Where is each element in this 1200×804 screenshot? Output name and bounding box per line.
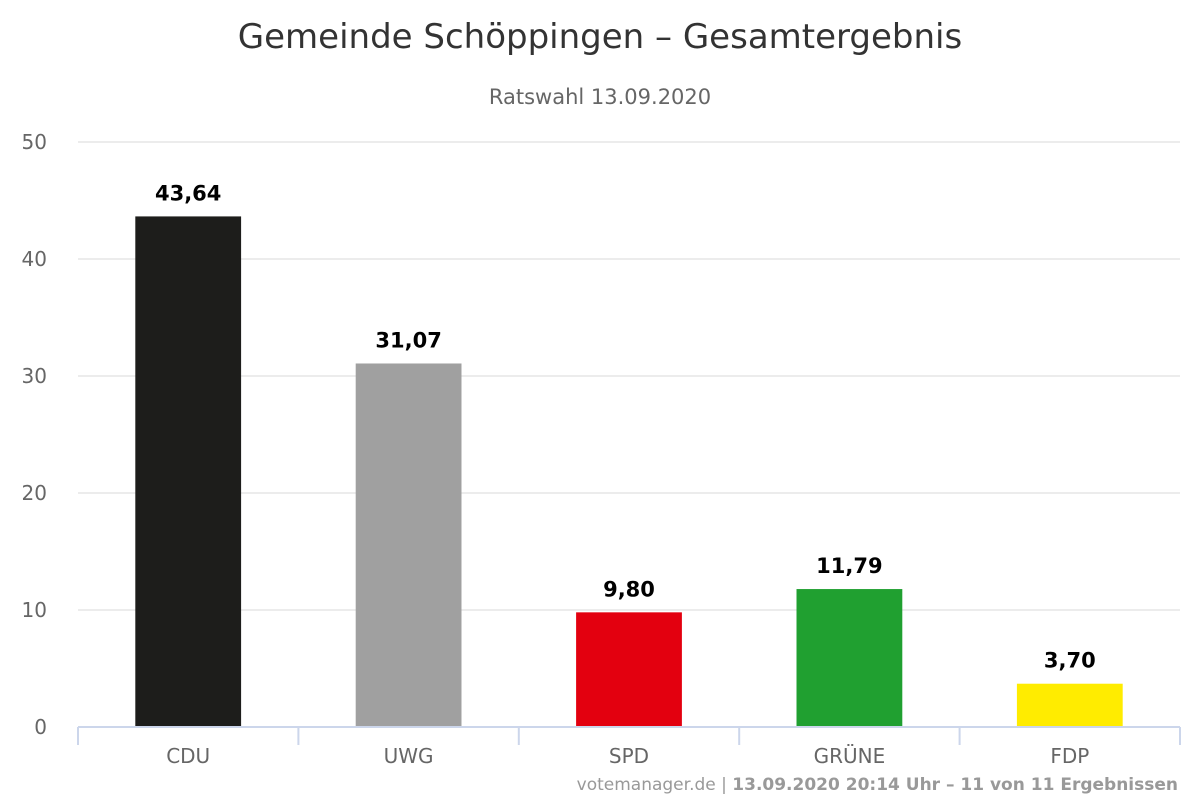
y-tick-label: 40 (22, 247, 47, 271)
data-label: 9,80 (603, 577, 655, 601)
x-tick-label: FDP (1050, 744, 1089, 768)
x-tick-label: SPD (609, 744, 649, 768)
x-tick-label: UWG (384, 744, 434, 768)
credits-separator: | (716, 775, 733, 795)
data-labels: 43,64 31,07 9,80 11,79 3,70 (155, 181, 1096, 672)
data-label: 3,70 (1044, 649, 1096, 673)
x-tick-label: CDU (166, 744, 210, 768)
chart-title: Gemeinde Schöppingen – Gesamtergebnis (238, 17, 962, 57)
data-label: 31,07 (375, 328, 441, 352)
y-tick-label: 50 (22, 130, 47, 154)
y-tick-label: 10 (22, 598, 47, 622)
bar-fdp[interactable] (1016, 683, 1123, 727)
bar-spd[interactable] (576, 612, 682, 727)
bar-cdu[interactable] (135, 216, 242, 728)
data-label: 43,64 (155, 181, 221, 205)
chart-subtitle: Ratswahl 13.09.2020 (489, 85, 711, 109)
y-tick-label: 0 (34, 715, 47, 739)
bar-grüne[interactable] (796, 589, 903, 727)
data-label: 11,79 (816, 554, 882, 578)
x-tick-label: GRÜNE (814, 744, 886, 768)
x-axis: CDU UWG SPD GRÜNE FDP (77, 726, 1181, 768)
bars (135, 216, 1123, 728)
credits-footer[interactable]: votemanager.de | 13.09.2020 20:14 Uhr – … (577, 775, 1178, 795)
y-tick-label: 30 (22, 364, 47, 388)
bar-uwg[interactable] (355, 363, 462, 727)
credits-source[interactable]: votemanager.de (577, 775, 716, 795)
y-tick-label: 20 (22, 481, 47, 505)
y-axis: 0 10 20 30 40 50 (22, 130, 47, 739)
gridlines (78, 141, 1180, 611)
credits-status: 13.09.2020 20:14 Uhr – 11 von 11 Ergebni… (732, 775, 1178, 795)
